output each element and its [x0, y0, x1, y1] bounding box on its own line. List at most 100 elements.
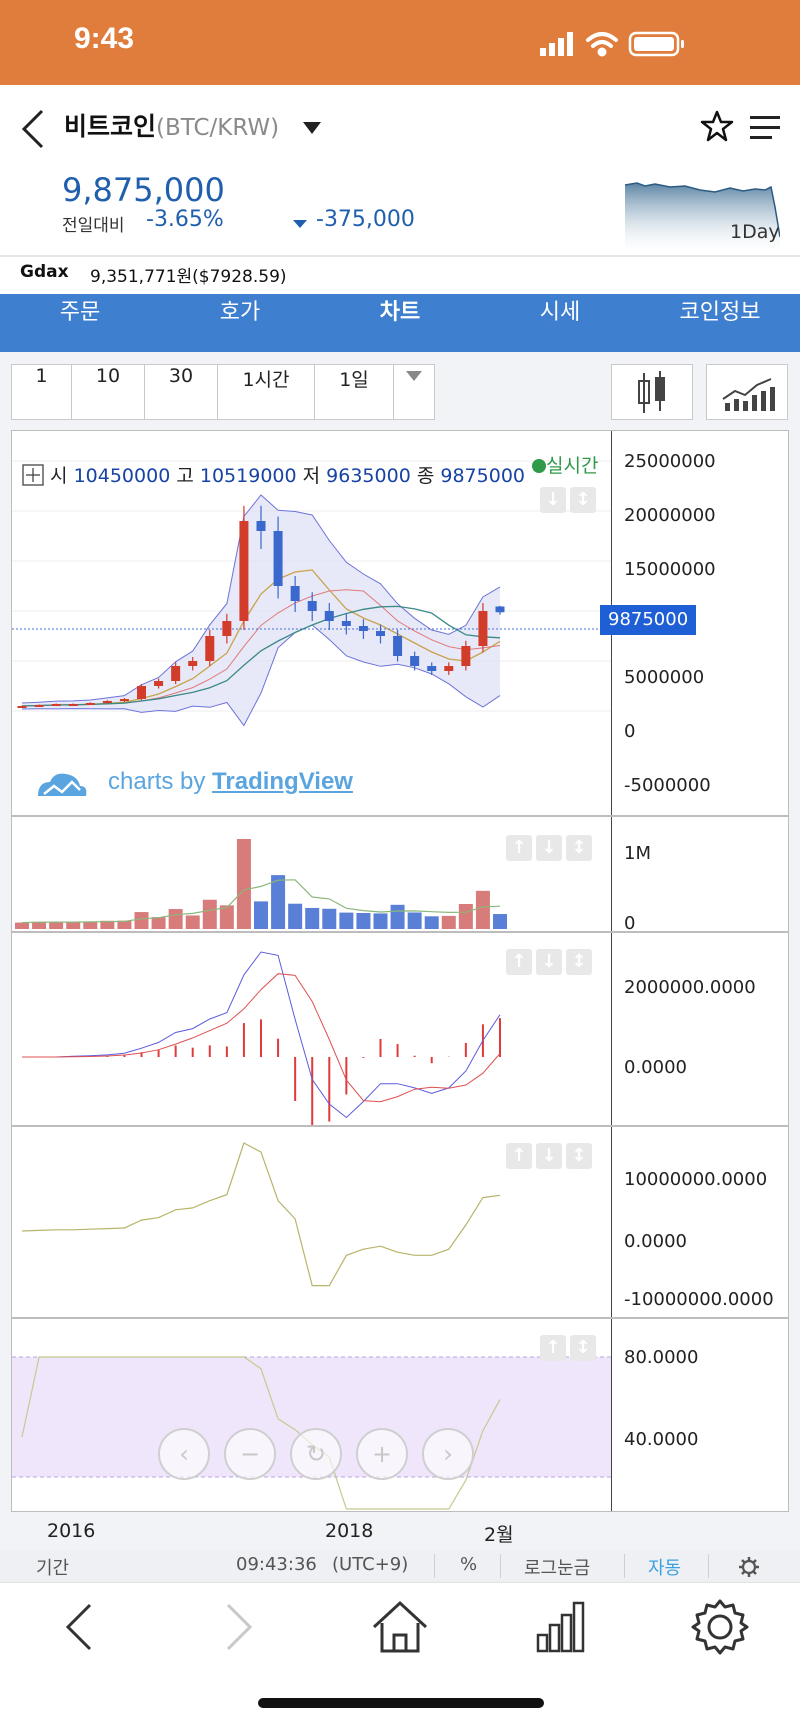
signal-icon	[540, 32, 573, 56]
zoom-in-icon[interactable]: +	[356, 1428, 408, 1480]
divider	[434, 1554, 435, 1578]
back-arrow-icon[interactable]	[18, 107, 48, 151]
macd-plot[interactable]	[12, 933, 612, 1125]
move-down-icon[interactable]: ↓	[536, 949, 562, 975]
down-triangle-icon	[293, 220, 307, 228]
candle-body	[102, 701, 112, 703]
momentum-chart	[21, 1142, 501, 1287]
bar-chart-icon[interactable]	[528, 1597, 592, 1657]
tradingview-logo-icon[interactable]	[36, 770, 88, 800]
move-up-icon[interactable]: ↑	[540, 1335, 566, 1361]
volume-bar	[390, 904, 405, 929]
move-up-icon[interactable]: ↑	[506, 835, 532, 861]
sparkline-chart[interactable]	[625, 177, 780, 251]
rsi-chart	[12, 1356, 611, 1510]
move-up-icon[interactable]: ↑	[506, 949, 532, 975]
candle-body	[461, 646, 471, 666]
log-scale-toggle[interactable]: 로그눈금	[524, 1558, 591, 1579]
interval-dropdown[interactable]	[394, 365, 434, 419]
move-down-icon[interactable]: ↓	[540, 487, 566, 513]
settings-gear-icon[interactable]	[738, 1556, 760, 1578]
expand-icon[interactable]: ↕	[566, 949, 592, 975]
volume-bar	[15, 922, 29, 929]
move-down-icon[interactable]: ↓	[536, 835, 562, 861]
x-tick: 2월	[484, 1524, 514, 1546]
interval-10[interactable]: 10	[72, 365, 145, 419]
tab-market[interactable]: 시세	[539, 300, 581, 325]
candle-body	[290, 586, 300, 601]
volume-bar	[458, 903, 473, 929]
candle-body	[444, 666, 454, 671]
interval-1[interactable]: 1	[12, 365, 72, 419]
move-down-icon[interactable]: ↓	[536, 1143, 562, 1169]
tradingview-credit[interactable]: charts by TradingView	[108, 768, 353, 796]
interval-1h[interactable]: 1시간	[218, 365, 315, 419]
candle-body	[154, 681, 164, 686]
candle-body	[273, 531, 283, 586]
expand-icon[interactable]: ↕	[570, 1335, 596, 1361]
x-tick: 2016	[47, 1520, 96, 1542]
y-tick: 1M	[624, 843, 651, 864]
candle-body	[324, 611, 334, 621]
expand-icon[interactable]: ↕	[566, 1143, 592, 1169]
scroll-right-icon[interactable]: ›	[422, 1428, 474, 1480]
candle-body	[495, 606, 505, 613]
y-tick: -10000000.0000	[624, 1289, 774, 1310]
momentum-panel[interactable]: ↑ ↓ ↕ 10000000.0000 0.0000 -10000000.000…	[11, 1126, 789, 1318]
rsi-panel[interactable]: ↑ ↕ 80.0000 40.0000	[11, 1318, 789, 1512]
nav-back-icon[interactable]	[48, 1597, 112, 1657]
rsi-plot[interactable]	[12, 1319, 612, 1511]
indicator-button[interactable]	[706, 364, 788, 420]
menu-icon[interactable]	[750, 113, 782, 141]
crosshair-icon[interactable]	[22, 464, 44, 486]
open-value: 10450000	[73, 465, 171, 487]
reset-icon[interactable]: ↻	[290, 1428, 342, 1480]
macd-panel[interactable]: ↑ ↓ ↕ 2000000.0000 0.0000	[11, 932, 789, 1126]
expand-icon[interactable]: ↕	[570, 487, 596, 513]
nav-forward-icon[interactable]	[206, 1597, 270, 1657]
tab-orderbook[interactable]: 호가	[219, 300, 261, 325]
coin-title[interactable]: 비트코인(BTC/KRW)	[64, 107, 279, 143]
panel-controls: ↑ ↓ ↕	[506, 835, 592, 861]
change-label: 전일대비	[62, 216, 125, 236]
candle-body	[34, 705, 44, 707]
y-tick: 5000000	[624, 667, 705, 688]
y-tick: 10000000.0000	[624, 1169, 768, 1190]
tab-chart[interactable]: 차트	[379, 300, 421, 325]
zoom-out-icon[interactable]: −	[224, 1428, 276, 1480]
macd-chart	[22, 951, 501, 1125]
volume-plot[interactable]	[12, 817, 612, 931]
caret-down-icon[interactable]	[302, 121, 322, 135]
section-tabs: 주문 호가 차트 시세 코인정보	[0, 294, 800, 352]
divider	[0, 255, 800, 257]
momentum-plot[interactable]	[12, 1127, 612, 1317]
timezone[interactable]: (UTC+9)	[332, 1554, 409, 1575]
volume-panel[interactable]: ↑ ↓ ↕ 1M 0	[11, 816, 789, 934]
tab-coin-info[interactable]: 코인정보	[679, 300, 761, 325]
volume-bar	[424, 916, 439, 929]
credit-brand[interactable]: TradingView	[212, 768, 353, 795]
settings-icon[interactable]	[688, 1597, 752, 1657]
period-button[interactable]: 기간	[36, 1558, 70, 1579]
current-price: 9,875,000	[62, 171, 225, 209]
price-plot[interactable]	[12, 431, 612, 815]
volume-bar	[339, 912, 354, 929]
candle-body	[239, 521, 249, 621]
chart-type-button[interactable]	[611, 364, 693, 420]
interval-30[interactable]: 30	[145, 365, 218, 419]
gdax-row: Gdax 9,351,771원($7928.59)	[0, 257, 800, 293]
scroll-left-icon[interactable]: ‹	[158, 1428, 210, 1480]
expand-icon[interactable]: ↕	[566, 835, 592, 861]
candle-body	[171, 666, 181, 681]
close-label: 종	[416, 465, 435, 487]
auto-scale-toggle[interactable]: 자동	[648, 1558, 682, 1579]
tab-order[interactable]: 주문	[59, 300, 101, 325]
panel-controls: ↓ ↕	[540, 487, 596, 513]
percent-toggle[interactable]: %	[460, 1554, 478, 1575]
home-icon[interactable]	[368, 1597, 432, 1657]
change-amount: -375,000	[316, 207, 415, 232]
star-icon[interactable]	[700, 109, 734, 143]
open-label: 시	[50, 465, 68, 487]
move-up-icon[interactable]: ↑	[506, 1143, 532, 1169]
interval-1d[interactable]: 1일	[315, 365, 394, 419]
